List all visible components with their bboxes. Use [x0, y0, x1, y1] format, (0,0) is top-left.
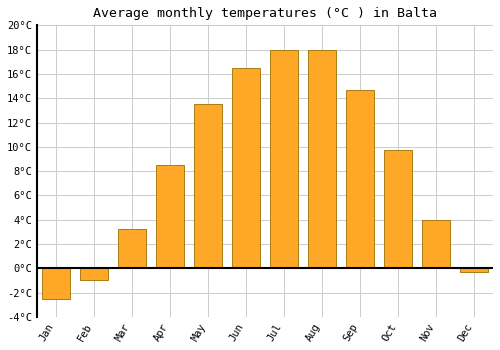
Bar	[232, 68, 260, 268]
Bar	[384, 150, 412, 268]
Bar	[270, 50, 298, 268]
Bar	[346, 90, 374, 268]
Bar	[422, 220, 450, 268]
Bar	[42, 268, 70, 299]
Bar	[308, 50, 336, 268]
Bar	[80, 268, 108, 280]
Bar	[460, 268, 488, 272]
Title: Average monthly temperatures (°C ) in Balta: Average monthly temperatures (°C ) in Ba…	[93, 7, 437, 20]
Bar	[118, 230, 146, 268]
Bar	[156, 165, 184, 268]
Bar	[194, 104, 222, 268]
